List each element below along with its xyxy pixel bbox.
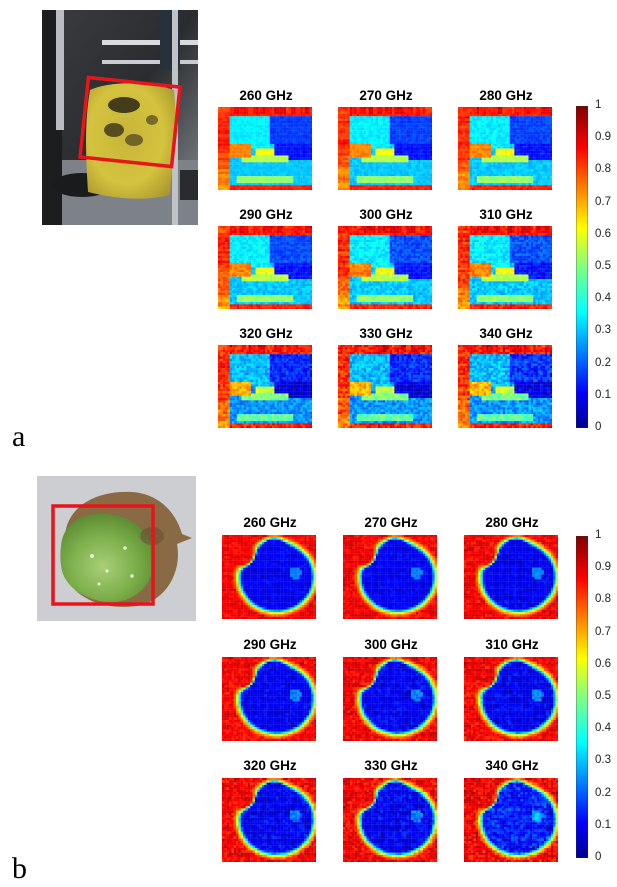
frequency-label: 300 GHz <box>338 207 434 222</box>
frequency-label: 340 GHz <box>458 326 554 341</box>
frequency-label: 280 GHz <box>464 515 560 530</box>
thz-transmission-map <box>218 226 312 309</box>
frequency-label: 260 GHz <box>222 515 318 530</box>
thz-transmission-map <box>218 107 312 190</box>
colorbar-tick-label: 0.7 <box>595 196 611 208</box>
frequency-label: 280 GHz <box>458 88 554 103</box>
thz-transmission-map <box>218 345 312 428</box>
colorbar-tick-label: 1 <box>595 529 601 541</box>
frequency-label: 340 GHz <box>464 758 560 773</box>
colorbar-tick-label: 0.3 <box>595 754 611 766</box>
thz-transmission-map <box>222 778 316 862</box>
colorbar-tick-label: 0.2 <box>595 787 611 799</box>
colorbar-a <box>575 105 589 429</box>
colorbar-tick-label: 0 <box>595 851 601 863</box>
colorbar-tick-label: 0.4 <box>595 292 611 304</box>
colorbar-tick-label: 0.9 <box>595 561 611 573</box>
thz-transmission-map <box>458 226 552 309</box>
thz-transmission-map <box>338 107 432 190</box>
colorbar-tick-label: 0.7 <box>595 626 611 638</box>
colorbar-b <box>575 535 589 859</box>
colorbar-tick-label: 0.5 <box>595 260 611 272</box>
frequency-label: 310 GHz <box>458 207 554 222</box>
thz-transmission-map <box>464 778 558 862</box>
frequency-label: 320 GHz <box>218 326 314 341</box>
colorbar-tick-label: 0.2 <box>595 357 611 369</box>
colorbar-tick-label: 0.6 <box>595 228 611 240</box>
thz-transmission-map <box>464 535 558 619</box>
thz-transmission-map <box>338 345 432 428</box>
thz-transmission-map <box>343 778 437 862</box>
frequency-label: 260 GHz <box>218 88 314 103</box>
colorbar-tick-label: 0.1 <box>595 389 611 401</box>
thz-transmission-map <box>458 345 552 428</box>
frequency-label: 270 GHz <box>338 88 434 103</box>
colorbar-tick-label: 0.1 <box>595 819 611 831</box>
leaf-photo-b <box>37 476 196 621</box>
colorbar-tick-label: 0.9 <box>595 131 611 143</box>
thz-transmission-map <box>464 657 558 741</box>
colorbar-tick-label: 0 <box>595 421 601 433</box>
frequency-label: 330 GHz <box>338 326 434 341</box>
colorbar-tick-label: 0.3 <box>595 324 611 336</box>
frequency-label: 310 GHz <box>464 637 560 652</box>
frequency-label: 270 GHz <box>343 515 439 530</box>
frequency-label: 330 GHz <box>343 758 439 773</box>
thz-transmission-map <box>343 535 437 619</box>
frequency-label: 290 GHz <box>222 637 318 652</box>
thz-transmission-map <box>343 657 437 741</box>
colorbar-tick-label: 0.6 <box>595 658 611 670</box>
panel-label-b: b <box>12 852 27 886</box>
leaf-photo-a <box>42 10 198 225</box>
thz-transmission-map <box>338 226 432 309</box>
colorbar-tick-label: 0.5 <box>595 690 611 702</box>
thz-transmission-map <box>222 657 316 741</box>
colorbar-tick-label: 0.8 <box>595 593 611 605</box>
frequency-label: 300 GHz <box>343 637 439 652</box>
colorbar-tick-label: 0.8 <box>595 163 611 175</box>
thz-transmission-map <box>222 535 316 619</box>
thz-transmission-map <box>458 107 552 190</box>
frequency-label: 290 GHz <box>218 207 314 222</box>
frequency-label: 320 GHz <box>222 758 318 773</box>
colorbar-tick-label: 0.4 <box>595 722 611 734</box>
colorbar-tick-label: 1 <box>595 99 601 111</box>
panel-label-a: a <box>12 420 25 454</box>
